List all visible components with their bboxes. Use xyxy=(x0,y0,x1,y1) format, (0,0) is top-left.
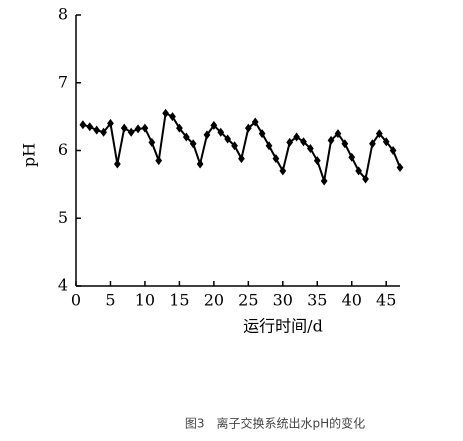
data-point xyxy=(162,108,169,118)
data-point xyxy=(244,123,252,133)
x-tick-label: 15 xyxy=(169,291,189,310)
y-tick-label: 4 xyxy=(58,276,68,295)
data-point xyxy=(369,139,376,149)
data-line xyxy=(82,111,401,182)
data-point xyxy=(120,123,128,133)
x-tick-label: 30 xyxy=(273,291,293,310)
data-point xyxy=(203,130,211,140)
data-point xyxy=(327,135,335,145)
data-point xyxy=(362,174,369,184)
data-point xyxy=(272,154,280,164)
data-point xyxy=(155,156,163,166)
x-tick-label: 0 xyxy=(71,291,81,310)
data-point xyxy=(313,156,321,166)
data-point xyxy=(169,112,176,122)
data-point xyxy=(341,139,349,149)
data-point xyxy=(231,141,238,151)
data-point xyxy=(210,120,218,130)
data-point xyxy=(300,137,307,147)
x-axis-label: 运行时间/d xyxy=(243,317,323,336)
data-point xyxy=(93,125,101,135)
data-point xyxy=(238,154,245,164)
data-point xyxy=(134,124,142,134)
data-point xyxy=(258,129,266,139)
data-point xyxy=(189,139,197,149)
data-point xyxy=(107,118,114,128)
data-point xyxy=(127,127,135,137)
data-point xyxy=(375,129,383,139)
data-point xyxy=(79,120,87,130)
data-point xyxy=(355,166,363,176)
data-point xyxy=(307,143,314,153)
data-point xyxy=(389,146,397,155)
data-point xyxy=(217,127,225,137)
x-tick-label: 5 xyxy=(105,291,115,310)
data-point xyxy=(286,137,294,147)
data-point xyxy=(279,166,287,176)
y-tick-label: 5 xyxy=(58,208,68,227)
data-point xyxy=(113,159,121,169)
data-point xyxy=(196,159,204,169)
x-tick-label: 20 xyxy=(204,291,224,310)
data-point xyxy=(224,134,232,144)
y-tick-label: 7 xyxy=(58,72,68,91)
data-point xyxy=(176,123,183,133)
data-point xyxy=(148,137,156,147)
data-point xyxy=(182,132,190,142)
data-point xyxy=(382,137,390,147)
data-point xyxy=(348,152,356,162)
data-point xyxy=(251,117,259,127)
data-point xyxy=(293,132,300,142)
y-axis-label: pH xyxy=(20,143,39,167)
x-tick-label: 10 xyxy=(135,291,155,310)
x-tick-label: 25 xyxy=(238,291,258,310)
x-tick-label: 40 xyxy=(342,291,362,310)
y-tick-label: 8 xyxy=(58,5,68,24)
data-point xyxy=(141,123,149,133)
data-point xyxy=(86,122,94,132)
x-tick-label: 45 xyxy=(376,291,396,310)
data-point xyxy=(334,129,342,139)
caption: 图3 离子交换系统出水pH的变化 xyxy=(185,416,365,431)
y-tick-label: 6 xyxy=(58,140,68,159)
data-point xyxy=(396,162,404,172)
data-point xyxy=(320,176,328,186)
x-tick-label: 35 xyxy=(307,291,327,310)
data-point xyxy=(265,141,273,151)
data-point xyxy=(100,127,107,137)
